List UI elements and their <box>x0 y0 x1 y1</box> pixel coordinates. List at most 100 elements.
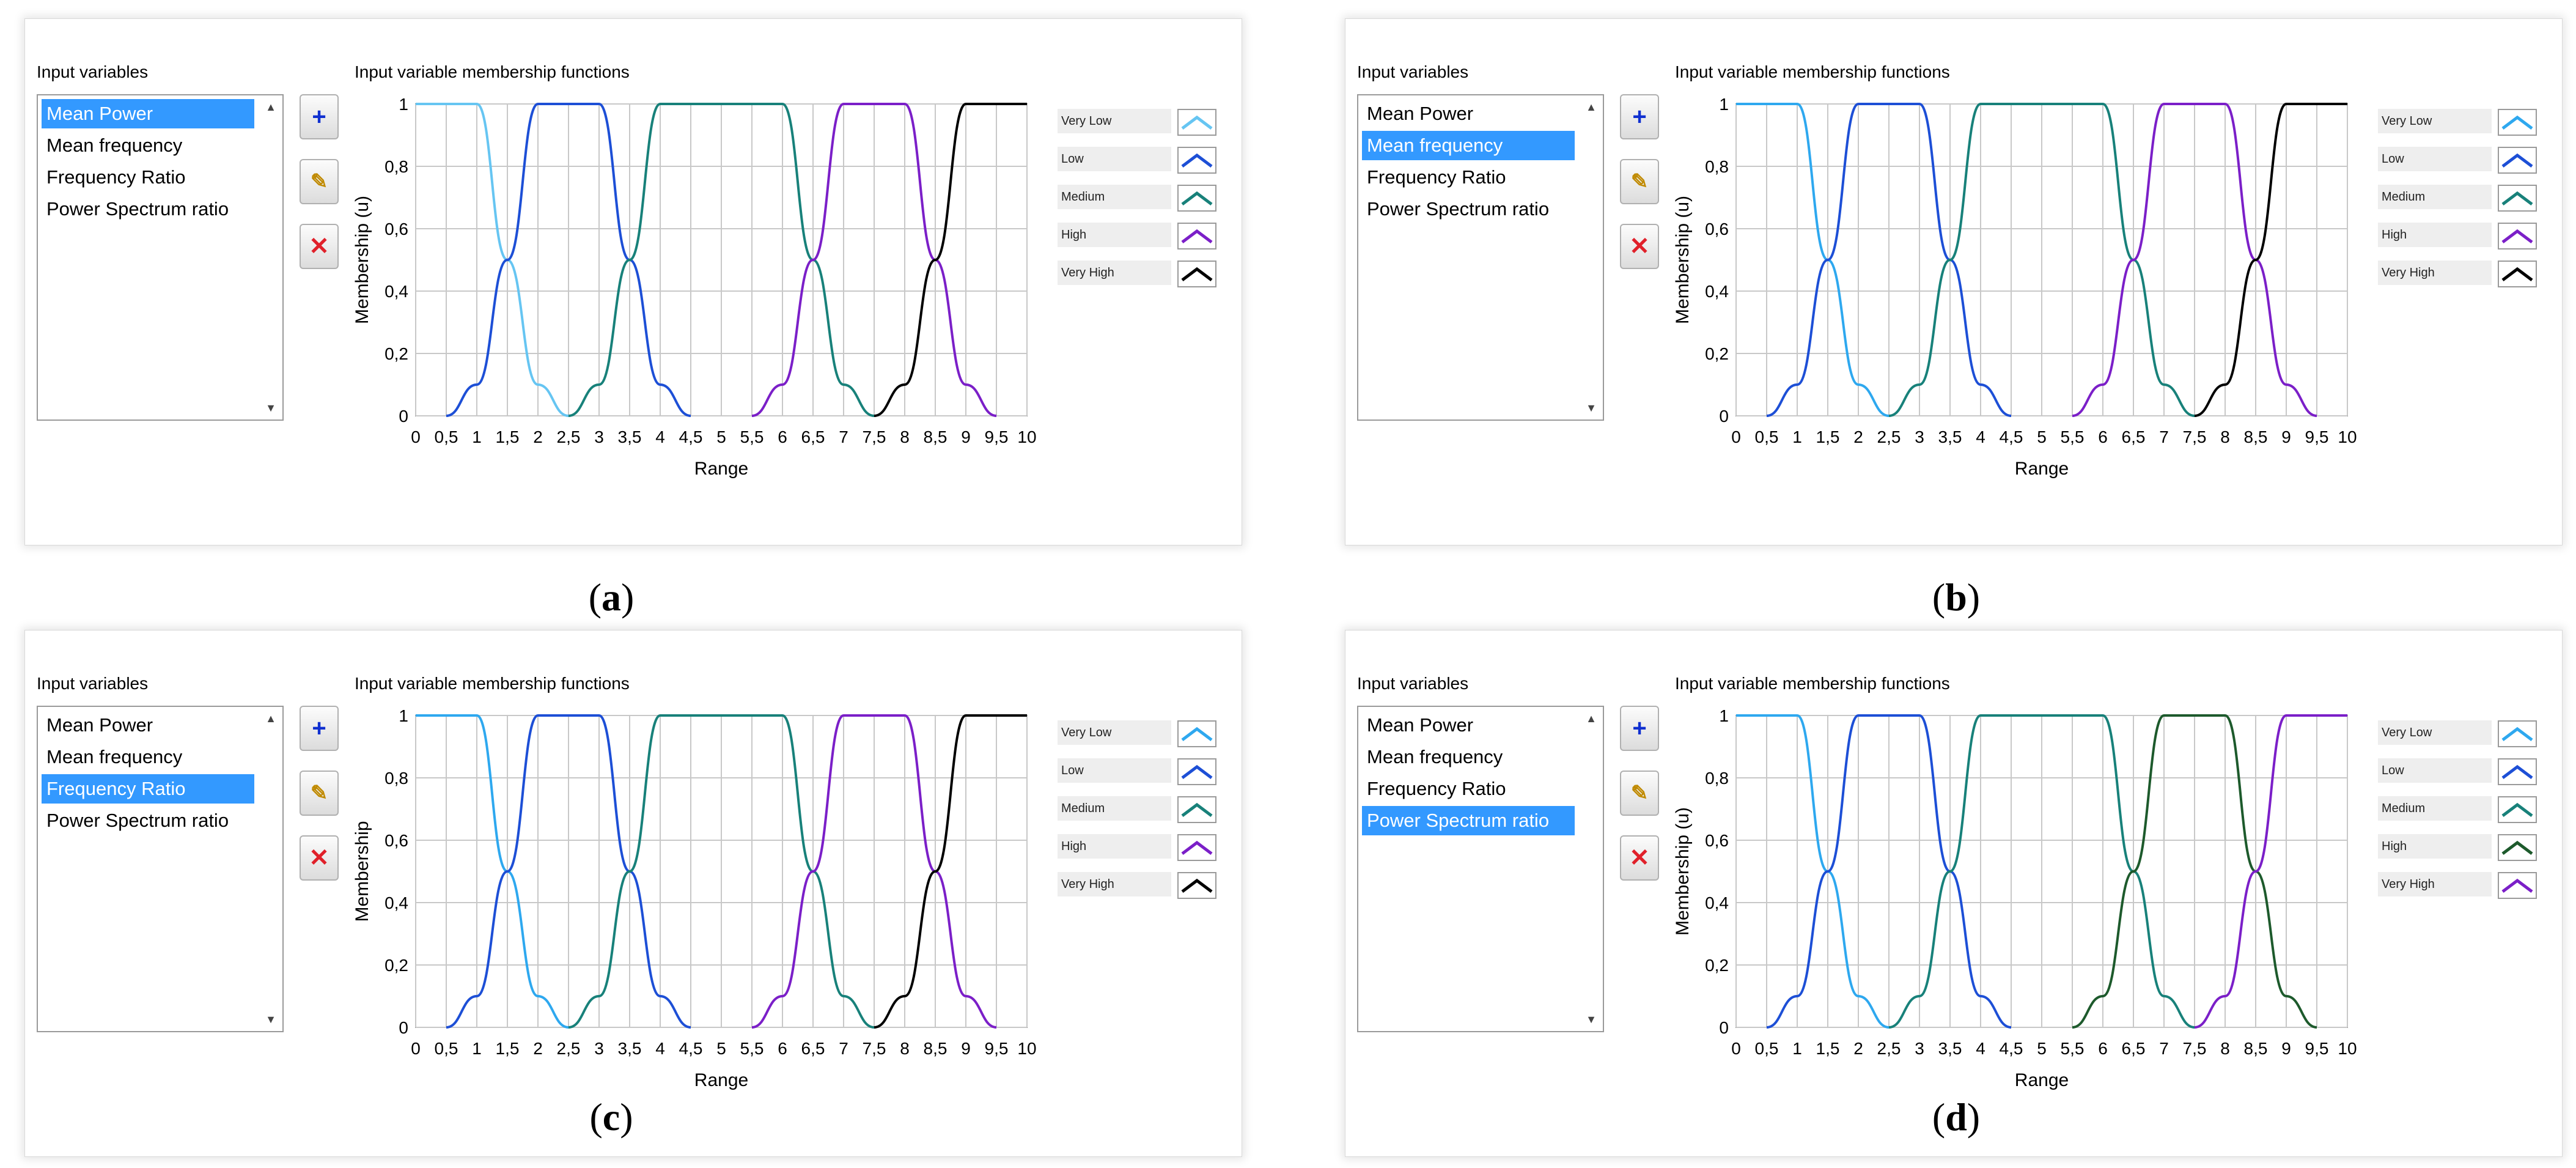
membership-chart: 0 0,5 1 1,5 2 2,5 3 3,5 4 4,5 5 5,5 6 6,5 7 7,5 8 8,5 9 9,5… <box>1673 95 2357 479</box>
input-variables-listbox[interactable]: Mean Power Mean frequency Frequency Ratio P… <box>1357 706 1604 1032</box>
legend-swatch[interactable] <box>2498 796 2537 823</box>
legend-swatch[interactable] <box>1177 147 1216 174</box>
legend-swatch[interactable] <box>2498 109 2537 136</box>
legend-label: High <box>2378 834 2492 859</box>
edit-button[interactable]: ✎ <box>300 159 339 204</box>
scroll-up-icon[interactable]: ▲ <box>265 712 276 725</box>
series-high <box>2072 714 2317 1029</box>
legend-swatch[interactable] <box>2498 147 2537 174</box>
legend-swatch[interactable] <box>2498 834 2537 861</box>
x-tick-label: 9 <box>961 1039 971 1058</box>
list-item[interactable]: Power Spectrum ratio <box>46 198 229 220</box>
x-tick-label: 2,5 <box>1877 1039 1901 1058</box>
legend-swatch[interactable] <box>1177 758 1216 785</box>
legend-label: Medium <box>1058 185 1171 209</box>
legend-item[interactable]: Very Low <box>2378 720 2537 747</box>
legend-item[interactable]: High <box>1058 834 1216 861</box>
scroll-up-icon[interactable]: ▲ <box>265 101 276 113</box>
y-axis-label: Membership (u) <box>352 196 372 324</box>
input-variables-listbox[interactable]: Mean Power Mean frequency Frequency Ratio P… <box>37 706 284 1032</box>
list-item[interactable]: Mean frequency <box>46 135 183 156</box>
legend-item[interactable]: Medium <box>1058 185 1216 212</box>
legend-item[interactable]: Very Low <box>1058 109 1216 136</box>
add-button[interactable]: + <box>1620 706 1659 751</box>
legend-item[interactable]: Medium <box>2378 185 2537 212</box>
list-item[interactable]: Mean Power <box>1367 103 1474 124</box>
scroll-down-icon[interactable]: ▼ <box>1586 1013 1597 1026</box>
edit-button[interactable]: ✎ <box>1620 771 1659 816</box>
panel-a: Input variables Mean Power Mean frequency F… <box>24 18 1247 619</box>
add-button[interactable]: + <box>1620 94 1659 139</box>
scroll-up-icon[interactable]: ▲ <box>1586 712 1597 725</box>
list-item[interactable]: Mean frequency <box>1362 131 1575 160</box>
legend-item[interactable]: Medium <box>2378 796 2537 823</box>
x-axis-label: Range <box>2015 459 2069 479</box>
legend-swatch[interactable] <box>1177 109 1216 136</box>
list-item[interactable]: Frequency Ratio <box>1367 778 1506 799</box>
legend-swatch[interactable] <box>2498 758 2537 785</box>
add-button[interactable]: + <box>300 706 339 751</box>
legend-swatch[interactable] <box>2498 185 2537 212</box>
legend-swatch[interactable] <box>2498 261 2537 287</box>
delete-button[interactable]: ✕ <box>300 224 339 269</box>
legend-swatch[interactable] <box>2498 223 2537 249</box>
list-item[interactable]: Frequency Ratio <box>46 166 186 188</box>
legend-item[interactable]: Very High <box>2378 872 2537 899</box>
legend-swatch[interactable] <box>2498 872 2537 899</box>
delete-button[interactable]: ✕ <box>1620 224 1659 269</box>
legend-item[interactable]: Very High <box>2378 261 2537 287</box>
legend-item[interactable]: Very Low <box>1058 720 1216 747</box>
list-item[interactable]: Power Spectrum ratio <box>46 810 229 831</box>
legend-item[interactable]: Low <box>1058 147 1216 174</box>
legend-swatch[interactable] <box>2498 720 2537 747</box>
legend-swatch[interactable] <box>1177 872 1216 899</box>
input-variables-listbox[interactable]: Mean Power Mean frequency Frequency Ratio P… <box>37 94 284 421</box>
list-item[interactable]: Frequency Ratio <box>1367 166 1506 188</box>
x-axis-label: Range <box>2015 1070 2069 1090</box>
legend-item[interactable]: Medium <box>1058 796 1216 823</box>
x-axis-label: Range <box>694 459 748 479</box>
legend-item[interactable]: Very High <box>1058 872 1216 899</box>
edit-button[interactable]: ✎ <box>1620 159 1659 204</box>
legend-line <box>2501 267 2533 281</box>
legend-swatch[interactable] <box>1177 834 1216 861</box>
legend-line <box>1181 115 1213 130</box>
list-item[interactable]: Power Spectrum ratio <box>1362 806 1575 835</box>
legend-item[interactable]: High <box>2378 223 2537 249</box>
scroll-up-icon[interactable]: ▲ <box>1586 101 1597 113</box>
list-item[interactable]: Mean frequency <box>1367 746 1503 767</box>
legend-swatch[interactable] <box>1177 223 1216 249</box>
legend-item[interactable]: Low <box>2378 758 2537 785</box>
scroll-down-icon[interactable]: ▼ <box>265 402 276 414</box>
series-very-high <box>874 714 1027 1029</box>
x-tick-label: 0,5 <box>435 427 458 446</box>
add-button[interactable]: + <box>300 94 339 139</box>
legend-item[interactable]: High <box>2378 834 2537 861</box>
legend-swatch[interactable] <box>1177 796 1216 823</box>
legend-label: Very Low <box>1058 109 1171 133</box>
scroll-down-icon[interactable]: ▼ <box>1586 402 1597 414</box>
list-item[interactable]: Frequency Ratio <box>42 774 254 804</box>
delete-button[interactable]: ✕ <box>300 835 339 881</box>
legend-swatch[interactable] <box>1177 261 1216 287</box>
legend-item[interactable]: Very High <box>1058 261 1216 287</box>
edit-button[interactable]: ✎ <box>300 771 339 816</box>
legend-line-icon <box>2501 267 2533 281</box>
legend-line <box>2501 840 2533 855</box>
legend-item[interactable]: Low <box>1058 758 1216 785</box>
legend-swatch[interactable] <box>1177 185 1216 212</box>
legend-label: Medium <box>1058 796 1171 821</box>
list-item[interactable]: Mean Power <box>46 714 153 736</box>
legend-item[interactable]: High <box>1058 223 1216 249</box>
list-item[interactable]: Mean Power <box>1367 714 1474 736</box>
legend-line-icon <box>1181 878 1213 893</box>
list-item[interactable]: Power Spectrum ratio <box>1367 198 1550 220</box>
input-variables-listbox[interactable]: Mean Power Mean frequency Frequency Ratio P… <box>1357 94 1604 421</box>
delete-button[interactable]: ✕ <box>1620 835 1659 881</box>
list-item[interactable]: Mean Power <box>42 99 254 128</box>
legend-item[interactable]: Very Low <box>2378 109 2537 136</box>
legend-item[interactable]: Low <box>2378 147 2537 174</box>
scroll-down-icon[interactable]: ▼ <box>265 1013 276 1026</box>
legend-swatch[interactable] <box>1177 720 1216 747</box>
list-item[interactable]: Mean frequency <box>46 746 183 767</box>
